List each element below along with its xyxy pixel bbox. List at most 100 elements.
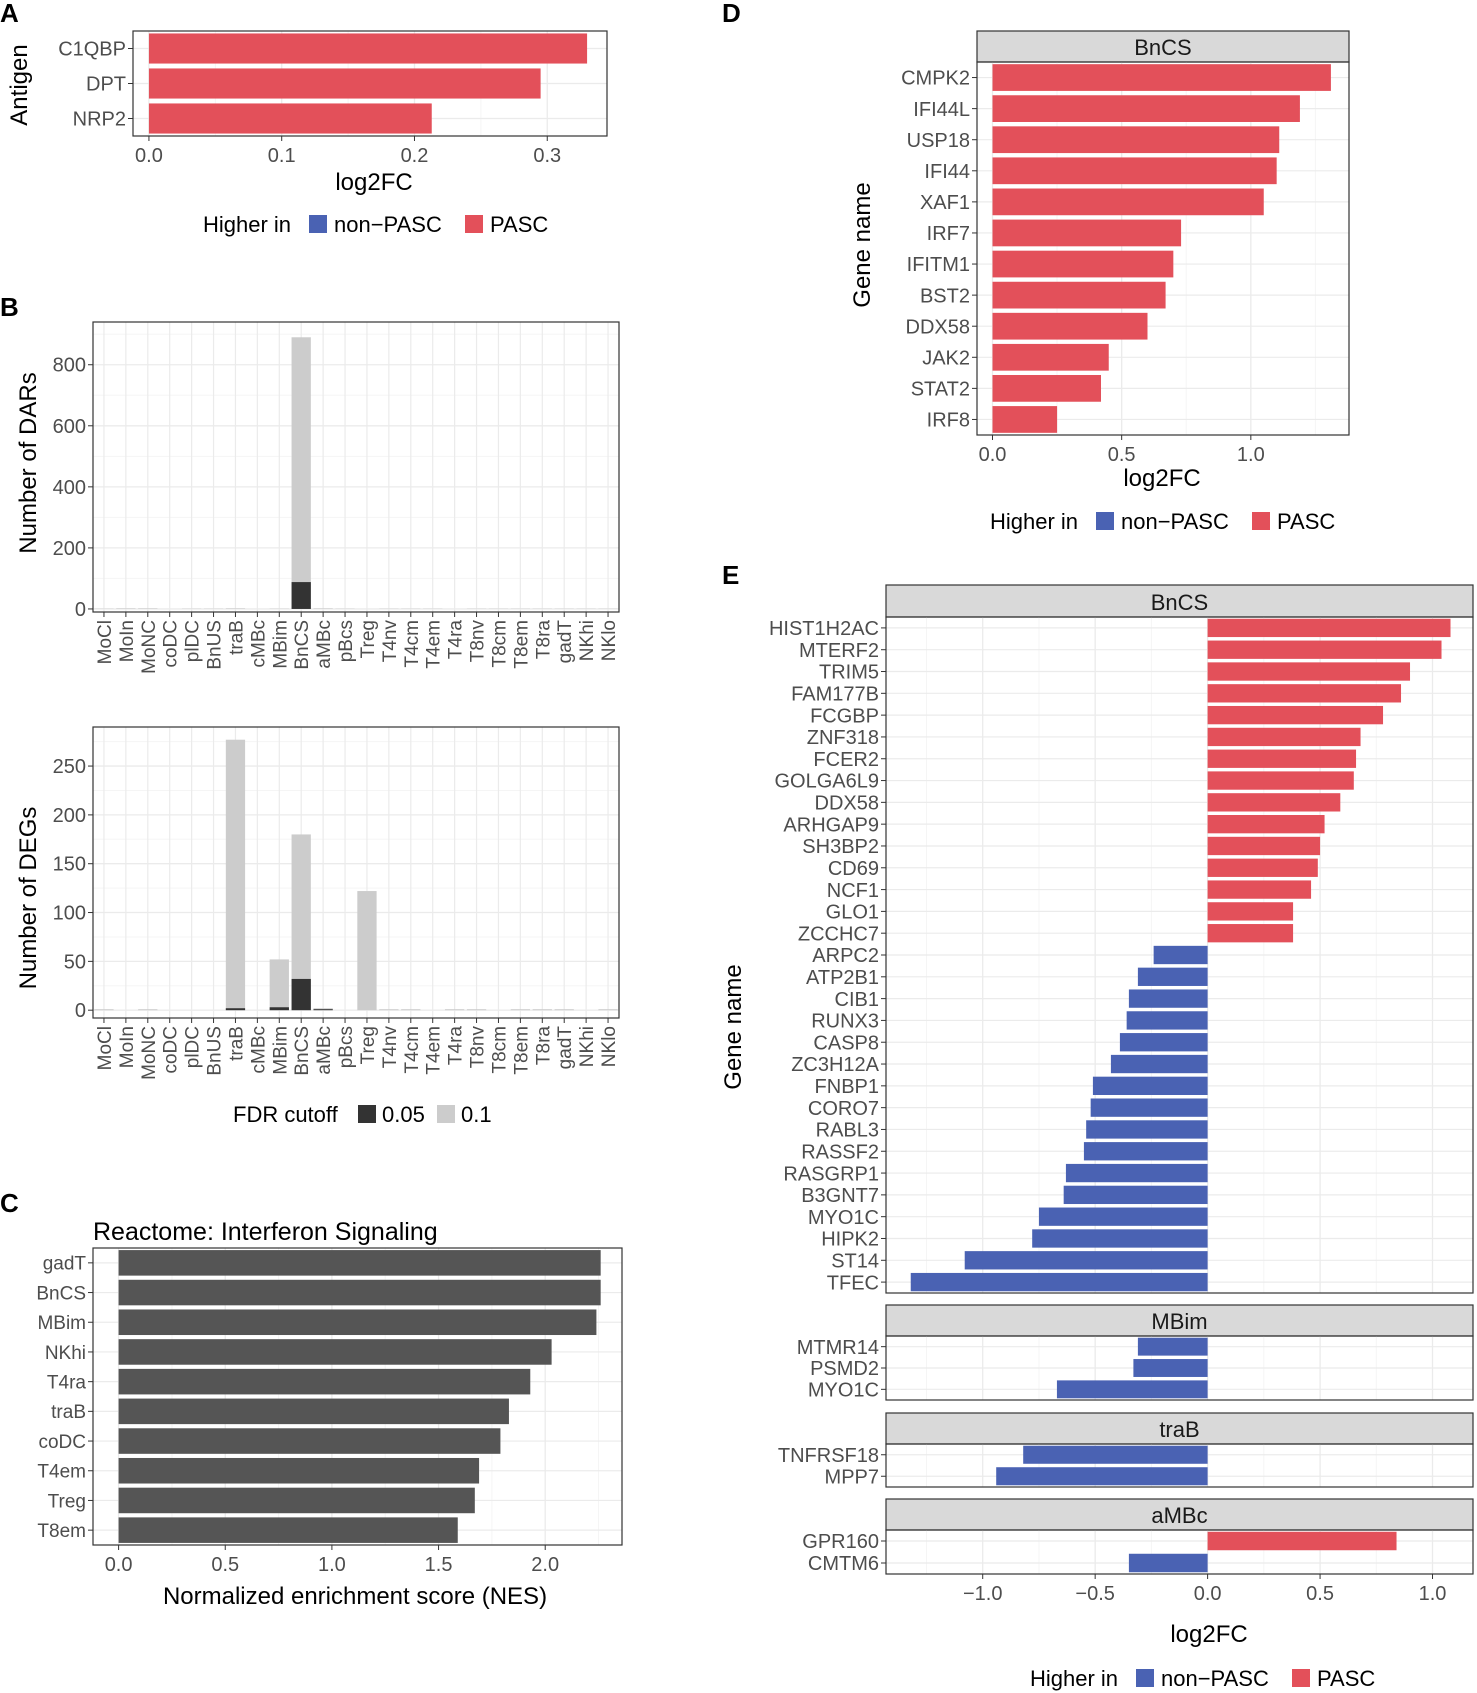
bar-irf8	[992, 406, 1058, 433]
bar-moin-fdr01	[116, 608, 136, 609]
legend-swatch-fdr01	[437, 1105, 455, 1123]
bar-t4ra-fdr01	[444, 1009, 465, 1011]
bar-golga6l9	[1207, 771, 1354, 790]
bar-trab-fdr01	[225, 608, 246, 609]
panel-d-ylabel: Gene name	[849, 182, 876, 307]
x-tick-label: MBim	[270, 1026, 291, 1075]
bar-hipk2	[1032, 1229, 1208, 1248]
y-tick-label: 200	[53, 805, 86, 827]
y-tick-label: BnCS	[36, 1283, 86, 1304]
bar-sh3bp2	[1207, 836, 1321, 856]
bar-tfec	[910, 1272, 1208, 1292]
y-tick-label: RASSF2	[801, 1141, 879, 1163]
legend-swatch-nonpasc	[309, 215, 327, 233]
x-tick-label: T4nv	[380, 620, 401, 663]
x-tick-label: 0.0	[105, 1554, 133, 1576]
bar-t4ra	[118, 1368, 531, 1395]
y-tick-label: IRF8	[927, 410, 970, 432]
x-tick-label: Treg	[358, 620, 379, 658]
panel-label-e: E	[722, 560, 739, 590]
x-tick-label: MoNC	[139, 1026, 160, 1080]
x-tick-label: MBim	[270, 620, 291, 669]
y-tick-label: traB	[51, 1402, 86, 1423]
y-tick-label: MYO1C	[808, 1380, 879, 1402]
y-tick-label: Treg	[48, 1491, 86, 1512]
x-tick-label: 0.3	[533, 145, 561, 167]
panel-a-xlabel: log2FC	[335, 169, 412, 196]
panel-border	[885, 1335, 1474, 1401]
y-tick-label: ST14	[831, 1250, 879, 1272]
bar-ifitm1	[992, 250, 1174, 278]
x-tick-label: 2.0	[531, 1554, 559, 1576]
y-tick-label: 200	[53, 538, 86, 560]
y-tick-label: gadT	[43, 1254, 87, 1275]
panel-b-legend: FDR cutoff 0.05 0.1	[233, 1102, 492, 1127]
panel-d-xlabel: log2FC	[1123, 465, 1200, 492]
x-tick-label: MoCl	[95, 620, 116, 664]
bar-ncf1	[1207, 880, 1312, 899]
x-tick-label: pBcs	[336, 1026, 357, 1068]
x-tick-label: aMBc	[314, 620, 335, 669]
panel-border	[976, 61, 1350, 436]
x-tick-label: MoCl	[95, 1026, 116, 1070]
x-tick-label: T8cm	[489, 620, 510, 668]
y-tick-label: TRIM5	[819, 662, 879, 684]
y-tick-label: FCER2	[813, 749, 879, 771]
x-tick-label: −0.5	[1075, 1583, 1114, 1605]
y-tick-label: 100	[53, 903, 86, 925]
panel-b-deg-chart: MoCl MoIn MoNC coDC plDC BnUS traB cMBc MBim BnCS…	[53, 726, 620, 1080]
bar-bst2	[992, 281, 1166, 309]
bar-treg	[118, 1487, 475, 1514]
panel-e-chart: BnCS HIST1H2ACMTERF2TRIM5FAM177BFCGBPZNF3…	[769, 584, 1474, 1605]
bar-gadt-fdr01	[554, 1009, 574, 1011]
y-tick-label: IRF7	[927, 223, 970, 245]
panel-border	[132, 30, 608, 137]
legend-swatch-pasc	[1292, 1669, 1310, 1687]
x-tick-label: T4nv	[380, 1026, 401, 1069]
x-tick-label: NKhi	[577, 620, 598, 661]
legend-label-fdr01: 0.1	[461, 1102, 492, 1127]
y-tick-label: MTMR14	[797, 1337, 879, 1359]
x-tick-label: 0.5	[1306, 1583, 1334, 1605]
bar-rassf2	[1083, 1142, 1208, 1161]
x-tick-label: BnCS	[292, 620, 313, 670]
bar-t8em	[118, 1517, 458, 1543]
x-tick-label: 0.0	[1194, 1583, 1222, 1605]
bar-nrp2	[148, 103, 432, 134]
x-tick-label: 1.0	[1237, 444, 1265, 466]
bar-trab-fdr01	[225, 739, 246, 1011]
legend-swatch-fdr005	[358, 1105, 376, 1123]
bar-stat2	[992, 375, 1101, 402]
bar-gpr160	[1207, 1531, 1397, 1551]
bar-b3gnt7	[1063, 1185, 1208, 1205]
x-tick-label: cMBc	[248, 620, 269, 668]
x-tick-label: T4ra	[446, 1026, 467, 1066]
bar-mpp7	[996, 1467, 1208, 1486]
y-tick-label: 800	[53, 355, 86, 377]
legend-title: Higher in	[203, 212, 291, 237]
x-tick-label: Treg	[358, 1026, 379, 1064]
y-tick-label: NRP2	[73, 109, 126, 131]
x-tick-label: plDC	[183, 620, 204, 662]
y-tick-label: MPP7	[825, 1466, 879, 1488]
bar-ifi44l	[992, 95, 1300, 122]
bar-fam177b	[1207, 684, 1402, 703]
x-tick-label: T8ra	[533, 620, 554, 660]
x-tick-label: MoIn	[117, 1026, 138, 1068]
x-tick-label: plDC	[183, 1026, 204, 1068]
x-tick-label: BnUS	[205, 1026, 226, 1076]
bar-hist1h2ac	[1207, 618, 1451, 638]
bar-coro7	[1090, 1098, 1208, 1117]
bar-trab-fdr005	[225, 1008, 246, 1011]
panel-b-dar-chart: MoCl MoIn MoNC coDC plDC BnUS traB cMBc MBim BnCS…	[53, 321, 620, 674]
y-tick-label: CMPK2	[901, 68, 970, 90]
x-tick-label: T4em	[424, 1026, 445, 1075]
y-tick-label: FAM177B	[791, 684, 879, 706]
y-tick-label: coDC	[38, 1432, 86, 1453]
y-tick-label: MBim	[37, 1313, 86, 1334]
bar-fnbp1	[1092, 1076, 1208, 1095]
panel-e-ylabel: Gene name	[720, 964, 747, 1089]
y-tick-label: 50	[64, 951, 86, 973]
y-tick-label: IFI44L	[913, 99, 970, 121]
legend-title: FDR cutoff	[233, 1102, 339, 1127]
